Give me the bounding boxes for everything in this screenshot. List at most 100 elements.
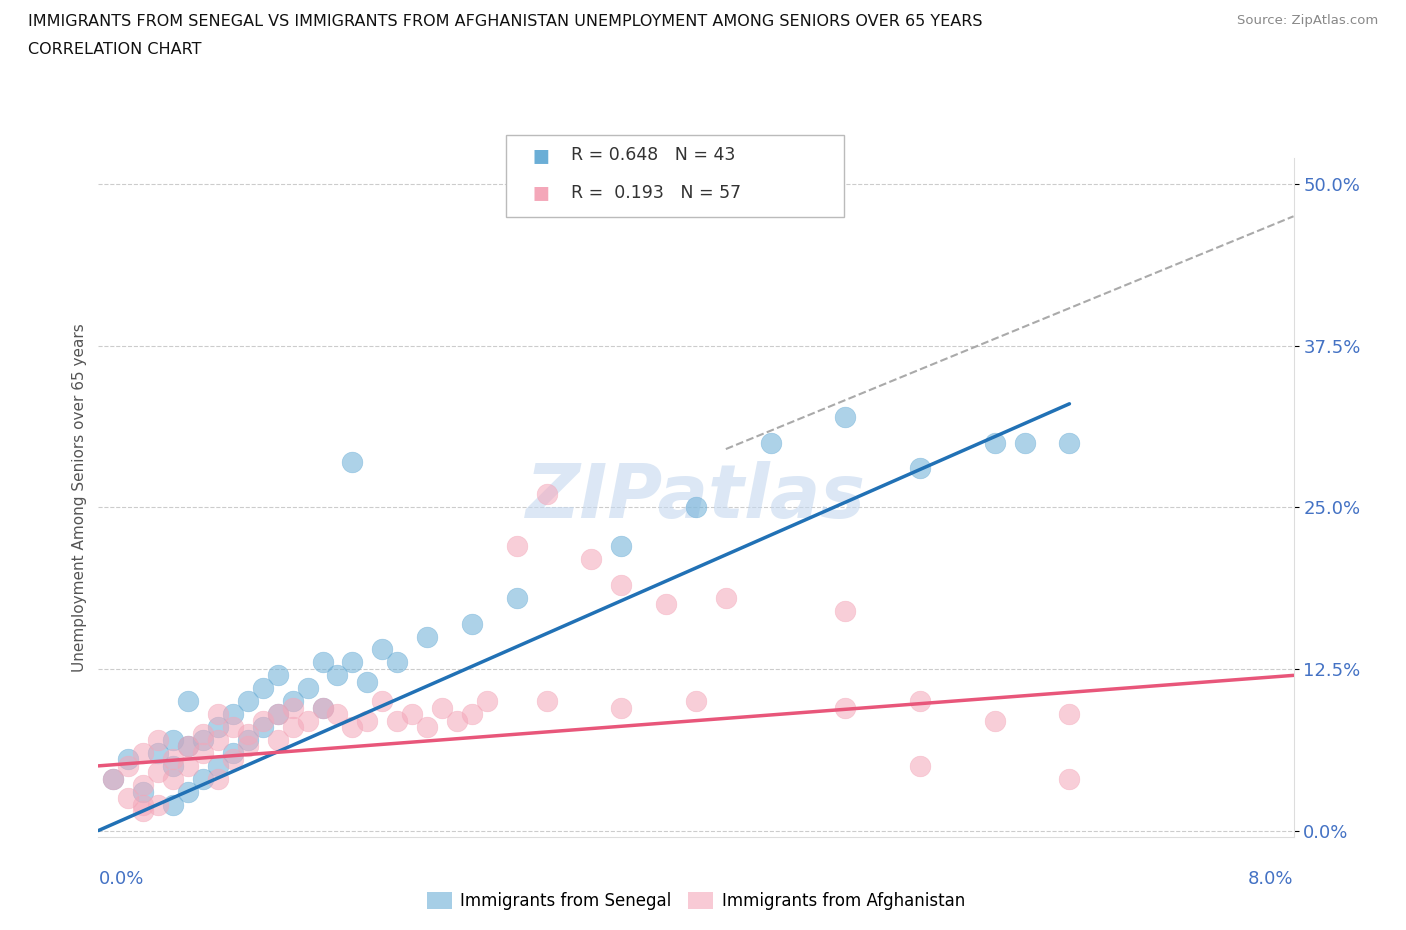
Point [148, 746, 170, 761]
Text: Source: ZipAtlas.com: Source: ZipAtlas.com [1237, 14, 1378, 27]
Point [252, 713, 274, 728]
Point [506, 538, 529, 553]
Point [356, 713, 378, 728]
Point [103, 771, 125, 786]
Point [222, 752, 245, 767]
Point [326, 668, 349, 683]
Point [281, 694, 304, 709]
Point [834, 409, 856, 424]
Point [401, 707, 423, 722]
Point [117, 790, 139, 805]
Point [236, 733, 259, 748]
Point [281, 700, 304, 715]
Point [177, 784, 200, 799]
Point [1014, 435, 1036, 450]
Point [908, 759, 931, 774]
Point [236, 694, 259, 709]
Point [162, 752, 184, 767]
Text: R =  0.193   N = 57: R = 0.193 N = 57 [571, 183, 741, 202]
Point [117, 752, 139, 767]
Legend: Immigrants from Senegal, Immigrants from Afghanistan: Immigrants from Senegal, Immigrants from… [420, 885, 972, 917]
Point [311, 700, 333, 715]
Point [191, 746, 214, 761]
Text: 8.0%: 8.0% [1249, 870, 1294, 888]
Point [132, 746, 155, 761]
Point [222, 720, 245, 735]
Text: ▪: ▪ [531, 179, 550, 206]
Point [207, 771, 229, 786]
Point [267, 707, 290, 722]
Point [908, 694, 931, 709]
Point [132, 804, 155, 818]
Point [983, 435, 1005, 450]
Point [356, 674, 378, 689]
Point [297, 681, 319, 696]
Point [252, 681, 274, 696]
Point [177, 694, 200, 709]
Point [207, 733, 229, 748]
Point [416, 629, 439, 644]
Point [326, 707, 349, 722]
Point [1059, 435, 1081, 450]
Point [536, 487, 558, 502]
Text: ZIPatlas: ZIPatlas [526, 461, 866, 534]
Point [371, 694, 394, 709]
Point [685, 694, 707, 709]
Point [177, 739, 200, 754]
Point [416, 720, 439, 735]
Point [834, 604, 856, 618]
Y-axis label: Unemployment Among Seniors over 65 years: Unemployment Among Seniors over 65 years [72, 324, 87, 671]
Point [385, 655, 409, 670]
Point [267, 668, 290, 683]
Point [191, 733, 214, 748]
Point [342, 720, 364, 735]
Point [162, 797, 184, 812]
Point [148, 797, 170, 812]
Point [222, 746, 245, 761]
Point [132, 777, 155, 792]
Point [117, 759, 139, 774]
Point [267, 707, 290, 722]
Point [610, 538, 633, 553]
Point [148, 764, 170, 779]
Point [610, 700, 633, 715]
Text: 0.0%: 0.0% [98, 870, 143, 888]
Point [207, 707, 229, 722]
Point [103, 771, 125, 786]
Point [714, 591, 737, 605]
Point [461, 707, 484, 722]
Point [834, 700, 856, 715]
Point [191, 771, 214, 786]
Point [908, 461, 931, 476]
Point [252, 720, 274, 735]
Point [655, 597, 678, 612]
Point [342, 655, 364, 670]
Point [759, 435, 782, 450]
Point [132, 797, 155, 812]
Point [446, 713, 468, 728]
Point [267, 733, 290, 748]
Point [236, 739, 259, 754]
Point [207, 720, 229, 735]
Point [475, 694, 498, 709]
Text: ▪: ▪ [531, 141, 550, 169]
Point [610, 578, 633, 592]
Point [342, 455, 364, 470]
Point [207, 759, 229, 774]
Point [311, 700, 333, 715]
Text: R = 0.648   N = 43: R = 0.648 N = 43 [571, 146, 735, 165]
Point [371, 642, 394, 657]
Point [983, 713, 1005, 728]
Point [581, 551, 603, 566]
Text: CORRELATION CHART: CORRELATION CHART [28, 42, 201, 57]
Point [1059, 771, 1081, 786]
Point [236, 726, 259, 741]
Point [461, 617, 484, 631]
Point [685, 499, 707, 514]
Point [177, 759, 200, 774]
Point [132, 784, 155, 799]
Point [297, 713, 319, 728]
Point [191, 726, 214, 741]
Point [1059, 707, 1081, 722]
Point [162, 771, 184, 786]
